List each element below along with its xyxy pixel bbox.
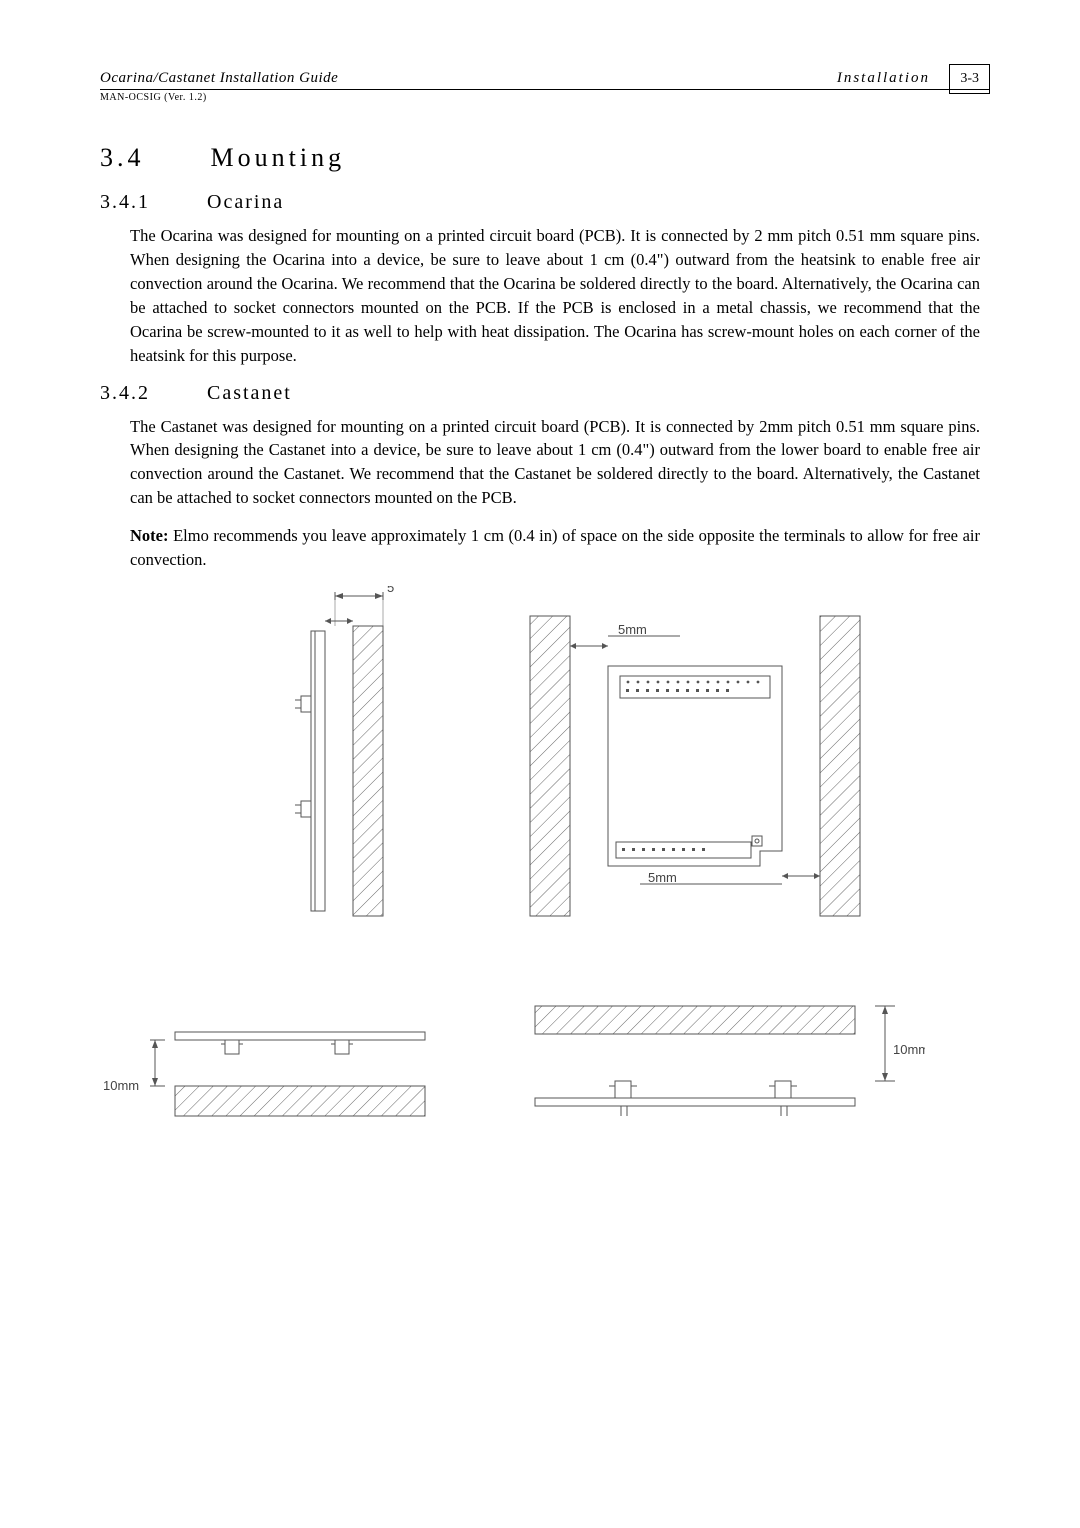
subsection-1-body: The Ocarina was designed for mounting on… [130, 224, 980, 368]
dim-5mm-a: 5mm [387, 586, 395, 595]
header-rule [100, 89, 990, 90]
figure-ocarina-front: 10mm [95, 1006, 455, 1146]
section-title: Mounting [211, 143, 346, 172]
note-text: Elmo recommends you leave approximately … [130, 526, 980, 569]
subsection-2-title: Castanet [207, 382, 292, 404]
figure-ocarina-side: 5mm [215, 586, 395, 926]
subsection-1-number: 3.4.1 [100, 191, 200, 214]
figure-castanet-front: 10mm [505, 986, 925, 1146]
subsection-1-heading: 3.4.1 Ocarina [100, 191, 990, 214]
dim-10mm-a: 10mm [103, 1078, 139, 1093]
subsection-1-para: The Ocarina was designed for mounting on… [130, 224, 980, 368]
page-number: 3-3 [949, 64, 990, 94]
doc-code: MAN-OCSIG (Ver. 1.2) [100, 92, 990, 103]
subsection-2-number: 3.4.2 [100, 382, 200, 405]
note-lead: Note: [130, 526, 168, 545]
dim-5mm-b: 5mm [618, 622, 647, 637]
page-header: Ocarina/Castanet Installation Guide MAN-… [100, 70, 990, 103]
subsection-1-title: Ocarina [207, 191, 284, 213]
section-number: 3.4 [100, 143, 200, 173]
figure-ocarina-top: 5mm 5mm [520, 606, 870, 936]
subsection-2-note: Note: Elmo recommends you leave approxim… [130, 524, 980, 572]
figures: 5mm [105, 586, 985, 1216]
subsection-2-heading: 3.4.2 Castanet [100, 382, 990, 405]
section-name: Installation [837, 70, 930, 87]
dim-5mm-c: 5mm [648, 870, 677, 885]
subsection-2-body: The Castanet was designed for mounting o… [130, 415, 980, 573]
section-heading: 3.4 Mounting [100, 143, 990, 173]
subsection-2-para1: The Castanet was designed for mounting o… [130, 415, 980, 511]
dim-10mm-b: 10mm [893, 1042, 925, 1057]
